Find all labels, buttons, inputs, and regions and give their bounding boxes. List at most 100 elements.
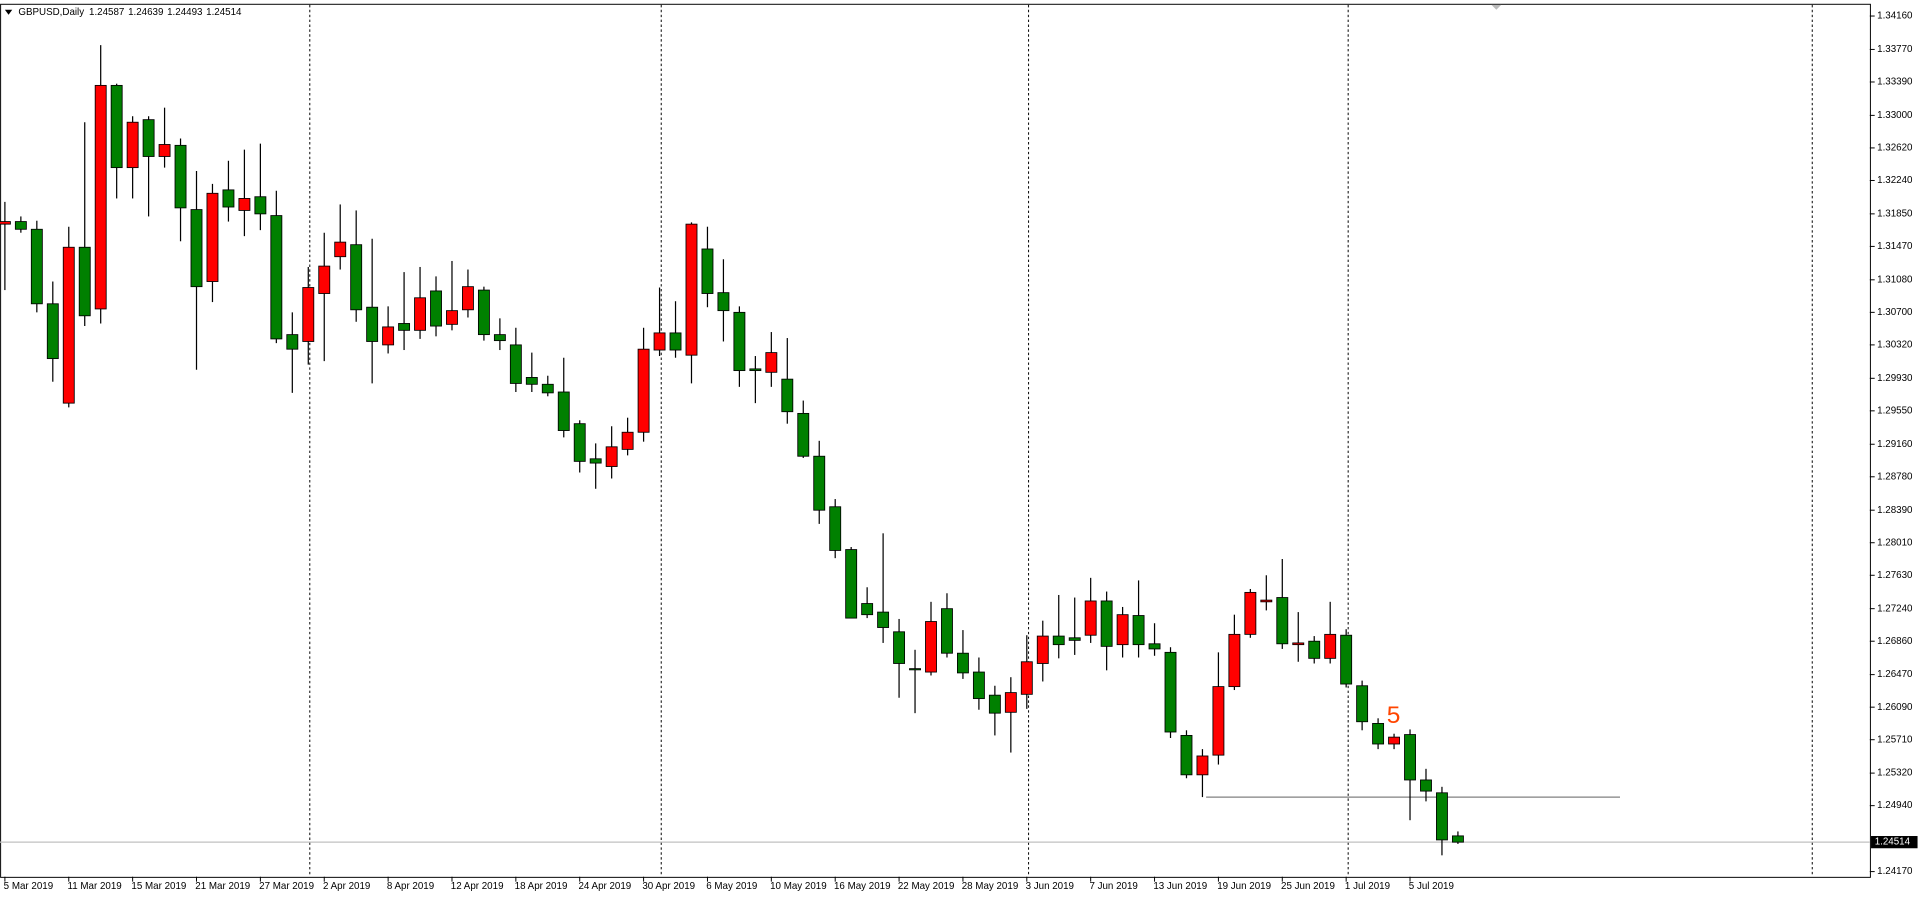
y-tick-label: 1.24940 bbox=[1877, 800, 1913, 811]
x-tick-label: 5 Mar 2019 bbox=[4, 881, 53, 892]
candle-body bbox=[350, 244, 363, 311]
candle-body bbox=[957, 652, 969, 674]
candle-body bbox=[174, 144, 187, 209]
candle-body bbox=[222, 189, 235, 208]
candle-body bbox=[621, 431, 634, 450]
candle-body bbox=[1372, 723, 1385, 745]
candle-body bbox=[925, 621, 937, 673]
y-tick-label: 1.34160 bbox=[1877, 11, 1913, 22]
candle-body bbox=[845, 549, 858, 619]
x-tick-label: 24 Apr 2019 bbox=[578, 881, 631, 892]
candle-body bbox=[1260, 599, 1273, 603]
x-tick-label: 18 Apr 2019 bbox=[515, 881, 568, 892]
candle-body bbox=[1324, 633, 1337, 659]
x-tick-label: 13 Jun 2019 bbox=[1153, 881, 1207, 892]
y-tick-label: 1.28780 bbox=[1877, 471, 1913, 482]
candle-body bbox=[988, 694, 1001, 714]
x-tick-label: 27 Mar 2019 bbox=[259, 881, 314, 892]
candle-body bbox=[1388, 736, 1400, 745]
candle-body bbox=[1148, 643, 1161, 650]
candle-body bbox=[701, 248, 714, 294]
x-tick-label: 22 May 2019 bbox=[898, 881, 955, 892]
candle-body bbox=[1404, 734, 1416, 781]
y-tick-label: 1.31850 bbox=[1877, 208, 1913, 219]
candle-body bbox=[62, 246, 75, 404]
plot-border bbox=[0, 3, 1871, 878]
candle-body bbox=[1212, 686, 1225, 756]
header-low: 1.24493 bbox=[167, 7, 203, 18]
candle-body bbox=[605, 446, 618, 467]
candle-body bbox=[717, 292, 730, 312]
candle-body bbox=[126, 121, 139, 169]
header-close: 1.24514 bbox=[206, 7, 242, 18]
candle-body bbox=[238, 198, 251, 211]
y-tick-label: 1.26090 bbox=[1877, 702, 1913, 713]
candle-body bbox=[1068, 637, 1081, 641]
candle-body bbox=[414, 297, 426, 331]
candle-body bbox=[270, 215, 283, 340]
candle-body bbox=[781, 378, 794, 413]
symbol-menu-arrow[interactable] bbox=[4, 9, 13, 15]
annotation: 5 bbox=[1387, 702, 1401, 729]
candle-body bbox=[972, 671, 985, 700]
candle-body bbox=[477, 289, 490, 336]
x-tick-label: 3 Jun 2019 bbox=[1026, 881, 1074, 892]
candle-body bbox=[669, 332, 682, 351]
candle-body bbox=[366, 306, 379, 342]
y-tick-label: 1.33390 bbox=[1877, 77, 1913, 88]
y-tick-label: 1.28010 bbox=[1877, 537, 1913, 548]
x-tick-label: 7 Jun 2019 bbox=[1089, 881, 1137, 892]
y-tick-label: 1.29550 bbox=[1877, 405, 1913, 416]
candle-body bbox=[509, 344, 522, 384]
candle-body bbox=[206, 192, 219, 282]
candle-body bbox=[765, 352, 778, 373]
x-tick-label: 2 Apr 2019 bbox=[323, 881, 370, 892]
candle-body bbox=[557, 391, 570, 431]
chart-shift-marker[interactable] bbox=[1491, 4, 1502, 10]
candle-body bbox=[1276, 597, 1289, 645]
candle-body bbox=[1180, 734, 1193, 776]
candle-body bbox=[1420, 779, 1432, 792]
y-tick-label: 1.33770 bbox=[1877, 44, 1913, 55]
candle-body bbox=[829, 506, 842, 551]
candle-body bbox=[1228, 633, 1241, 688]
y-tick-label: 1.24170 bbox=[1877, 866, 1913, 877]
x-tick-label: 6 May 2019 bbox=[706, 881, 757, 892]
candle-body bbox=[589, 458, 602, 464]
candle-body bbox=[893, 631, 906, 664]
y-tick-label: 1.31080 bbox=[1877, 274, 1913, 285]
candle-body bbox=[1164, 651, 1177, 733]
x-tick-label: 15 Mar 2019 bbox=[131, 881, 186, 892]
candle-body bbox=[110, 84, 123, 169]
candle-body bbox=[0, 221, 11, 225]
candle-body bbox=[78, 246, 91, 317]
y-tick-label: 1.26470 bbox=[1877, 669, 1913, 680]
candle-body bbox=[446, 310, 458, 325]
y-tick-label: 1.30320 bbox=[1877, 339, 1913, 350]
candle-body bbox=[1451, 835, 1464, 843]
y-tick-label: 1.32240 bbox=[1877, 175, 1913, 186]
symbol: GBPUSD,Daily bbox=[18, 7, 84, 18]
x-tick-label: 1 Jul 2019 bbox=[1345, 881, 1390, 892]
candle-body bbox=[94, 84, 107, 310]
candle-body bbox=[1116, 614, 1129, 646]
x-tick-label: 10 May 2019 bbox=[770, 881, 827, 892]
x-tick-label: 28 May 2019 bbox=[962, 881, 1019, 892]
candle-body bbox=[14, 221, 27, 230]
y-tick-label: 1.29160 bbox=[1877, 439, 1913, 450]
candle-body bbox=[1020, 661, 1033, 695]
y-tick-label: 1.32620 bbox=[1877, 143, 1913, 154]
y-tick-label: 1.31470 bbox=[1877, 241, 1913, 252]
candle-body bbox=[430, 290, 442, 327]
candle-body bbox=[318, 265, 331, 294]
candle-body bbox=[909, 668, 921, 671]
candle-body bbox=[1196, 755, 1209, 776]
candle-body bbox=[941, 608, 953, 654]
candle-body bbox=[30, 228, 43, 305]
x-tick-label: 5 Jul 2019 bbox=[1409, 881, 1454, 892]
candle-body bbox=[1084, 600, 1097, 636]
y-tick-label: 1.27240 bbox=[1877, 603, 1913, 614]
